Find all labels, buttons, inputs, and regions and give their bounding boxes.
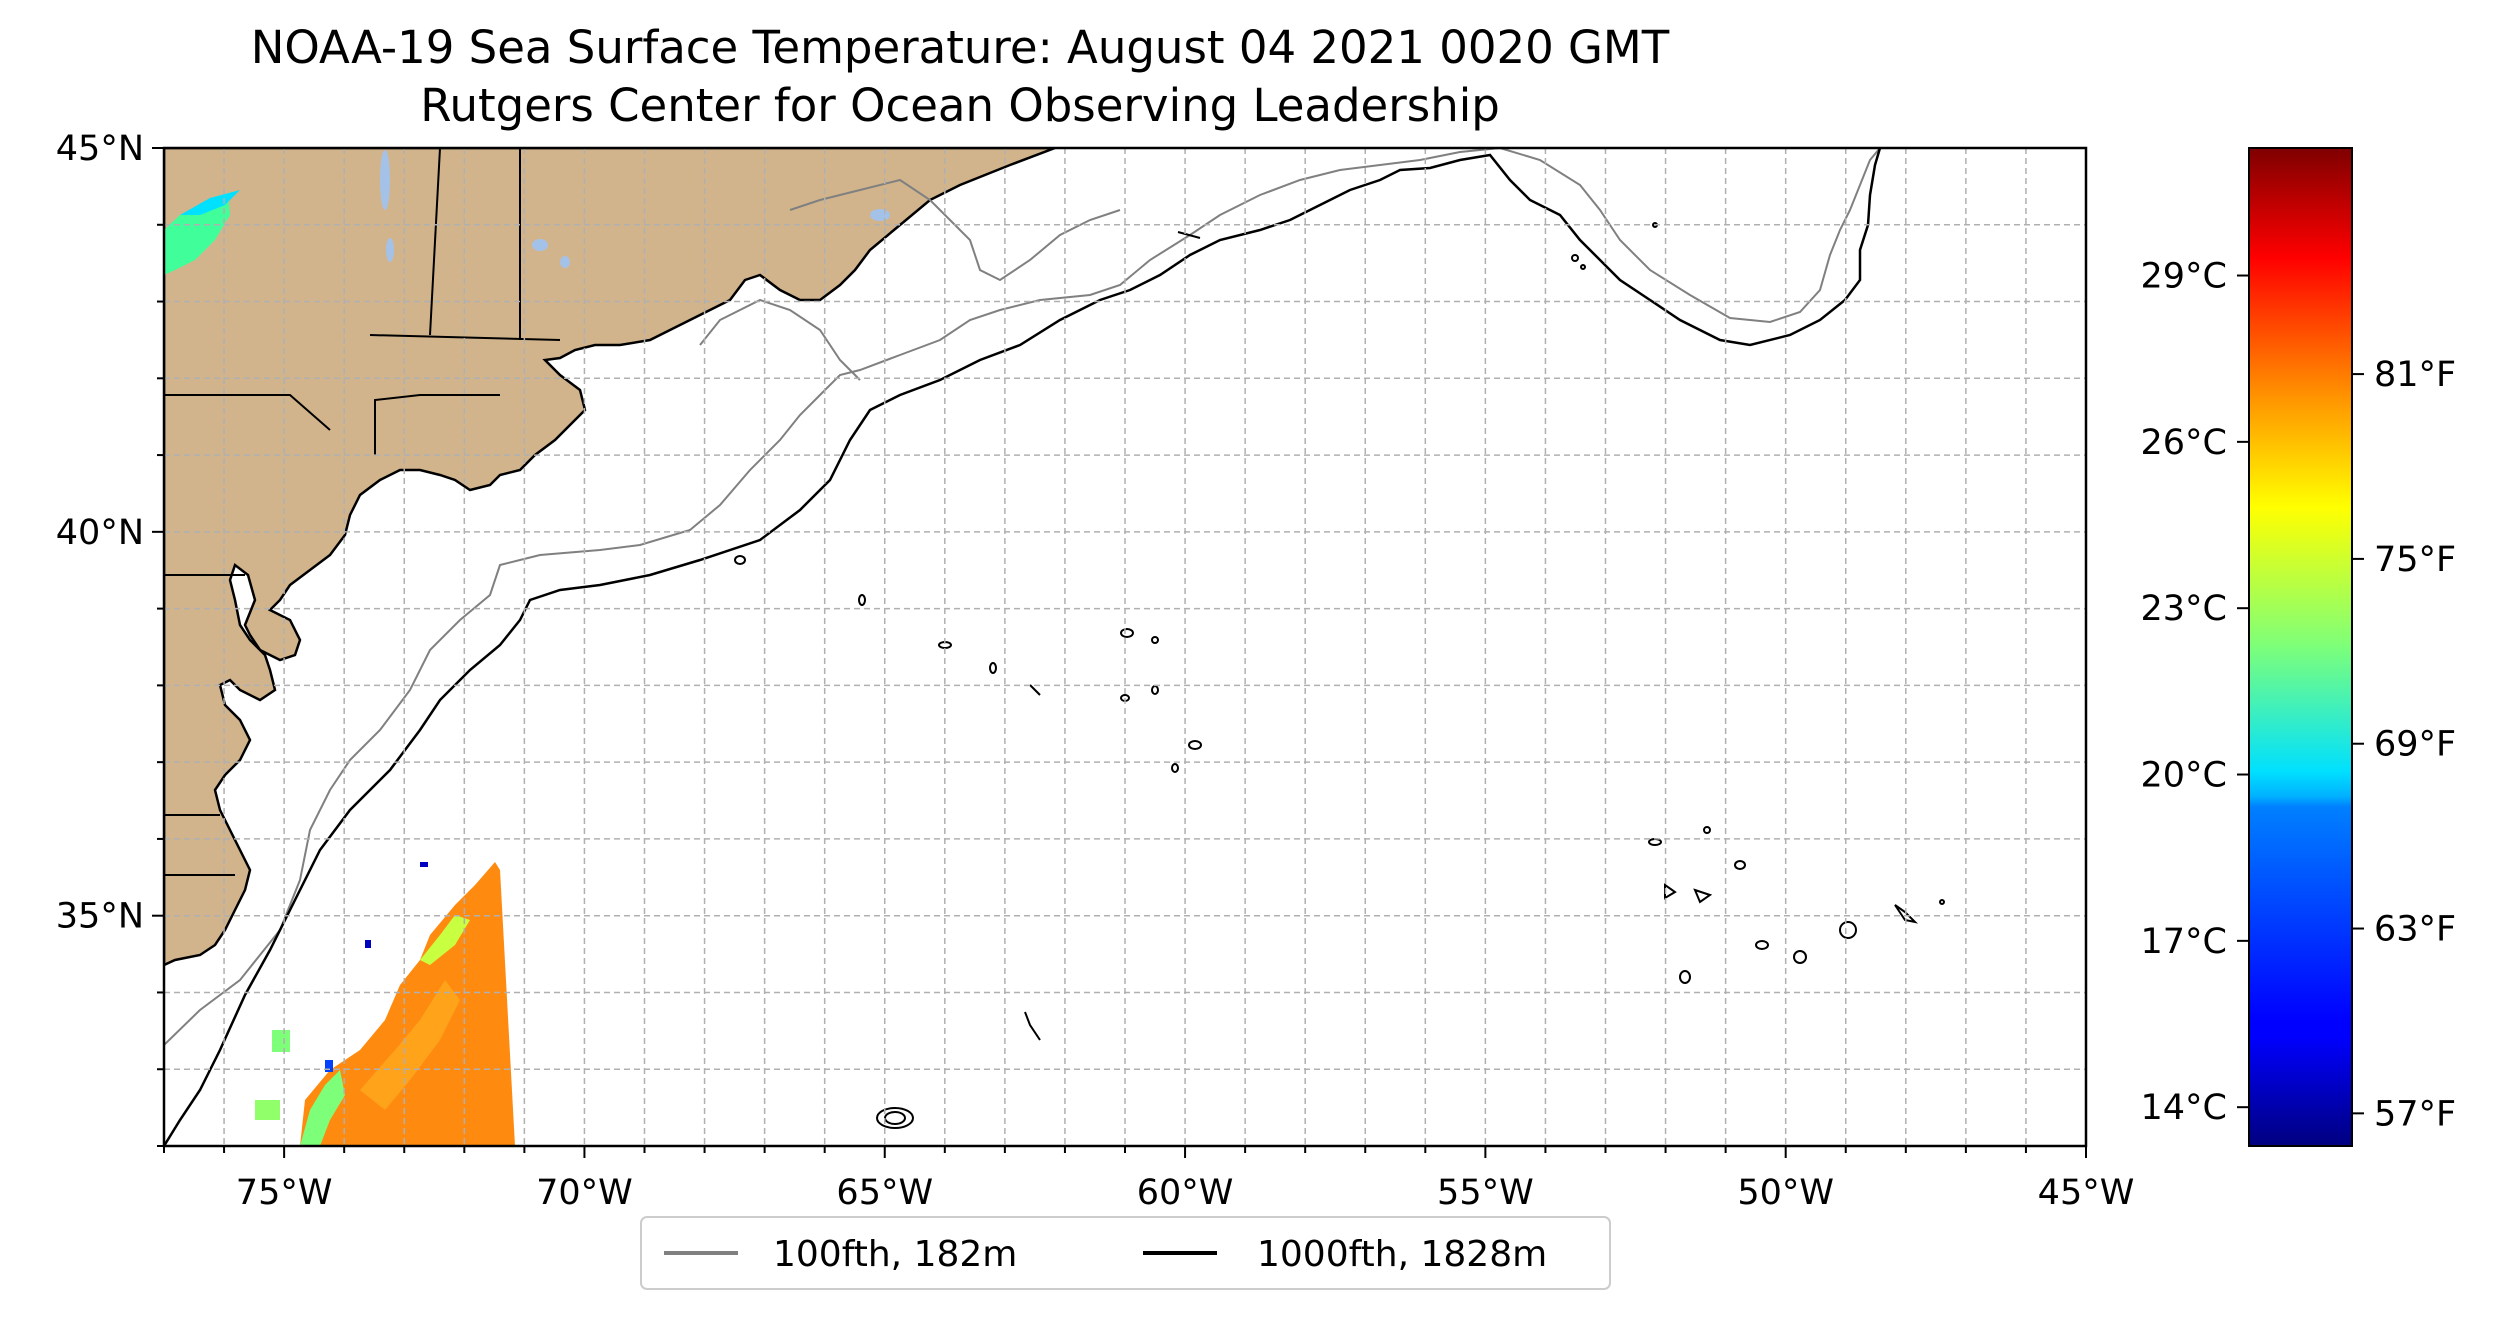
sst-fragment-blue (325, 1060, 333, 1072)
colorbar-celsius-label: 20°C (2141, 756, 2227, 796)
title-line-2: Rutgers Center for Ocean Observing Leade… (420, 79, 1500, 132)
colorbar-celsius-label: 23°C (2141, 589, 2227, 629)
colorbar-celsius-label: 14°C (2141, 1088, 2227, 1128)
legend: 100fth, 182m 1000fth, 1828m (640, 1216, 1611, 1290)
sst-edge-yellow (420, 915, 470, 965)
x-tick-label: 50°W (1737, 1173, 1834, 1213)
colorbar-fahrenheit-label: 69°F (2374, 725, 2456, 765)
sst-warm-streak (360, 980, 460, 1110)
x-tick-label: 75°W (236, 1173, 333, 1213)
x-tick-label: 45°W (2038, 1173, 2135, 1213)
colorbar-celsius-label: 26°C (2141, 423, 2227, 463)
colorbar-fahrenheit-label: 81°F (2374, 355, 2456, 395)
x-tick-labels: 75°W 70°W 65°W 60°W 55°W 50°W 45°W (236, 1173, 2135, 1213)
colorbar-fahrenheit-label: 75°F (2374, 540, 2456, 580)
sst-north-cyan (180, 190, 240, 215)
sst-fragment-b (255, 1100, 280, 1120)
gridlines (164, 148, 2086, 1146)
sst-fragment-blue2 (420, 862, 428, 867)
y-tick-label: 35°N (56, 897, 144, 937)
contour-1000fth (164, 148, 1882, 1146)
x-tick-label: 65°W (836, 1173, 933, 1213)
colorbar-celsius-ticks: 14°C 17°C 20°C 23°C 26°C 29°C (2141, 257, 2249, 1128)
colorbar-fahrenheit-ticks: 57°F 63°F 69°F 75°F 81°F (2352, 355, 2456, 1134)
legend-label-100fth: 100fth, 182m (773, 1234, 1017, 1275)
state-borders (164, 148, 561, 876)
y-tick-labels: 45°N 40°N 35°N (56, 129, 144, 937)
title-line-1: NOAA-19 Sea Surface Temperature: August … (250, 21, 1670, 74)
x-tick-label: 60°W (1137, 1173, 1234, 1213)
x-tick-label: 70°W (536, 1173, 633, 1213)
contour-100fth (164, 148, 1881, 1046)
sst-edge-green (300, 1070, 345, 1146)
colorbar-celsius-label: 29°C (2141, 257, 2227, 297)
sst-fragment-blue3 (365, 940, 371, 948)
legend-label-1000fth: 1000fth, 1828m (1257, 1234, 1547, 1275)
y-tick-label: 45°N (56, 129, 144, 169)
colorbar-fahrenheit-label: 57°F (2374, 1094, 2456, 1134)
colorbar-celsius-label: 17°C (2141, 922, 2227, 962)
colorbar-fahrenheit-label: 63°F (2374, 910, 2456, 950)
axis-ticks (152, 147, 2087, 1158)
contour-100fth-gulf-maine (699, 178, 1121, 381)
legend-box (640, 1216, 1611, 1290)
sst-fragment-a (272, 1030, 290, 1052)
x-tick-label: 55°W (1437, 1173, 1534, 1213)
colorbar (2248, 147, 2353, 1147)
y-tick-label: 40°N (56, 513, 144, 553)
